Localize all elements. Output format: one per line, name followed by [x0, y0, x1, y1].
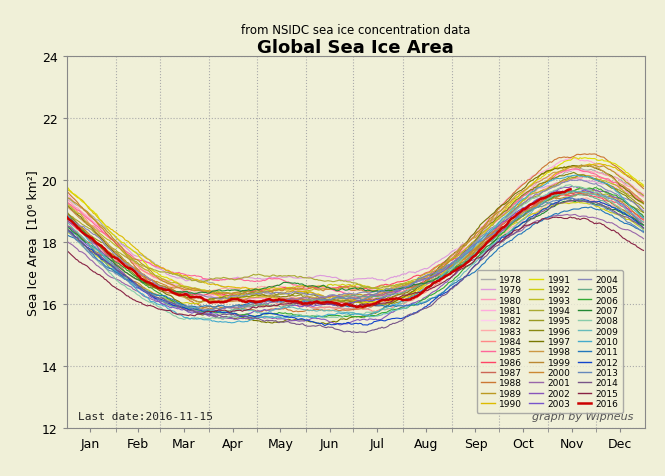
Text: Last date:2016-11-15: Last date:2016-11-15: [78, 411, 213, 421]
Text: from NSIDC sea ice concentration data: from NSIDC sea ice concentration data: [241, 24, 470, 37]
Title: Global Sea Ice Area: Global Sea Ice Area: [257, 39, 454, 57]
Text: graph by Wipneus: graph by Wipneus: [532, 411, 634, 421]
Legend: 1978, 1979, 1980, 1981, 1982, 1983, 1984, 1985, 1986, 1987, 1988, 1989, 1990, 19: 1978, 1979, 1980, 1981, 1982, 1983, 1984…: [477, 271, 623, 413]
Y-axis label: Sea Ice Area  [10⁶ km²]: Sea Ice Area [10⁶ km²]: [26, 170, 39, 316]
